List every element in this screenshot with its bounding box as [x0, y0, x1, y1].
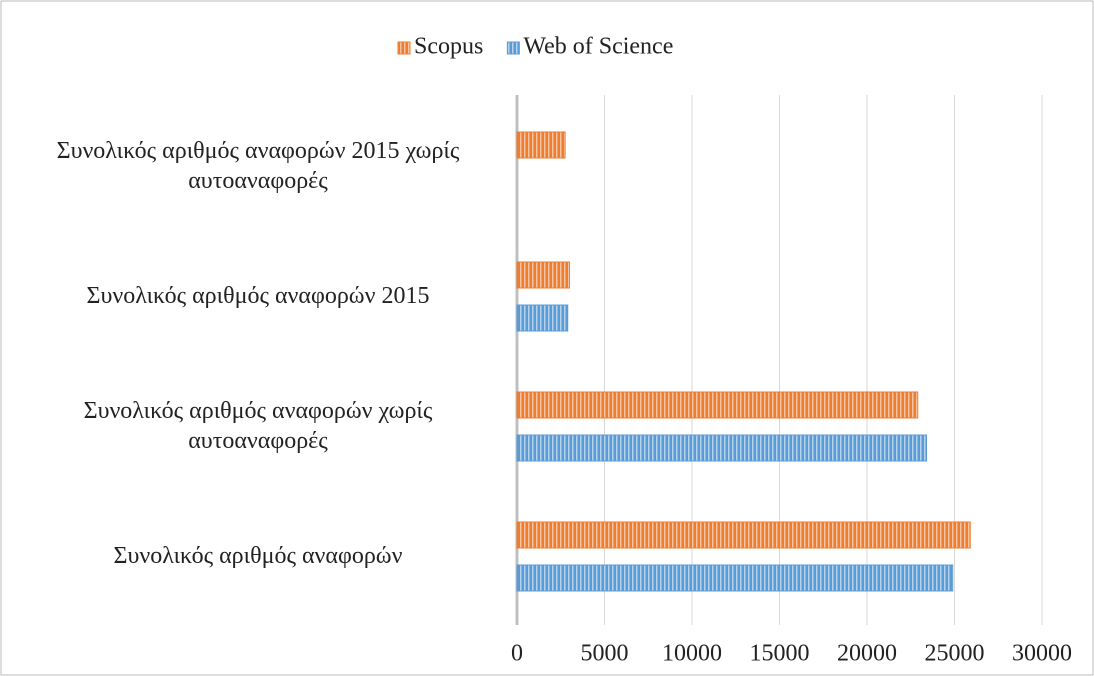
x-tick-label: 10000	[662, 641, 722, 667]
legend-swatch	[397, 41, 411, 55]
bar	[516, 521, 971, 549]
x-tick-label: 15000	[750, 641, 810, 667]
y-tick-label: Συνολικός αριθμός αναφορών 2015 χωρίς αυ…	[56, 138, 460, 194]
y-tick-label: Συνολικός αριθμός αναφορών χωρίς αυτοανα…	[83, 398, 433, 454]
bar	[516, 131, 566, 159]
legend-label: Web of Science	[523, 34, 673, 60]
bar	[516, 391, 919, 419]
legend-swatch	[506, 41, 520, 55]
bar	[516, 564, 954, 592]
x-tick-label: 0	[511, 641, 523, 667]
x-tick-label: 30000	[1012, 641, 1072, 667]
x-tick-label: 20000	[837, 641, 897, 667]
bar	[516, 304, 569, 332]
x-tick-label: 25000	[925, 641, 985, 667]
y-tick-label: Συνολικός αριθμός αναφορών 2015	[86, 283, 430, 309]
bar	[516, 434, 927, 462]
y-tick-label: Συνολικός αριθμός αναφορών	[113, 543, 403, 569]
bar	[516, 261, 570, 289]
x-tick-label: 5000	[581, 641, 629, 667]
legend-label: Scopus	[414, 34, 483, 60]
